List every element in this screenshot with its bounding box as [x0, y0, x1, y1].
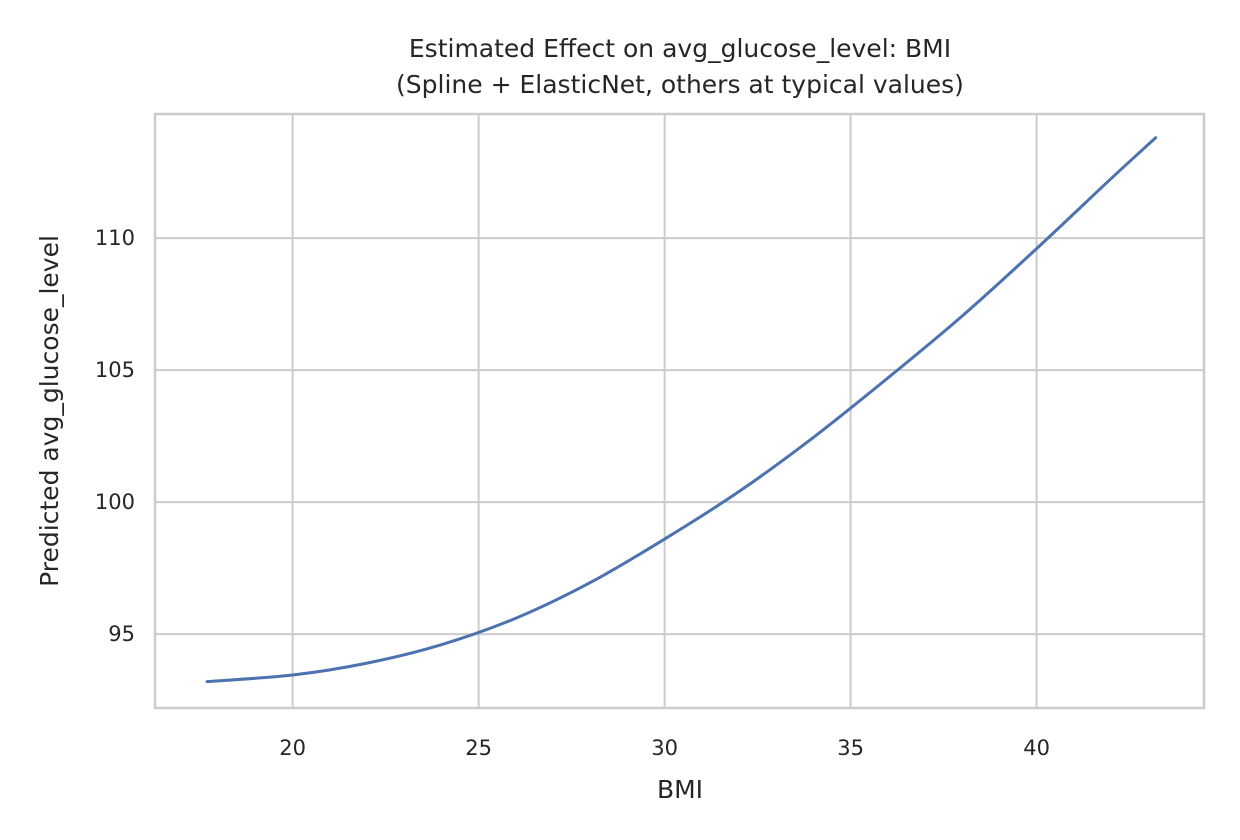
- x-tick-label: 30: [651, 736, 678, 760]
- x-tick-label: 20: [279, 736, 306, 760]
- x-gridlines: [291, 114, 1038, 708]
- y-tick-label: 100: [95, 490, 135, 514]
- y-axis-label: Predicted avg_glucose_level: [35, 235, 64, 587]
- x-tick-labels: 20 25 30 35 40: [279, 736, 1050, 760]
- plot-frame: [153, 112, 1206, 710]
- x-axis-label: BMI: [657, 775, 703, 804]
- y-tick-label: 95: [108, 622, 135, 646]
- x-tick-label: 40: [1023, 736, 1050, 760]
- chart-title: Estimated Effect on avg_glucose_level: B…: [409, 34, 951, 63]
- x-tick-label: 35: [837, 736, 864, 760]
- series-line-0: [205, 136, 1158, 684]
- y-tick-label: 110: [95, 226, 135, 250]
- y-gridlines: [155, 237, 1204, 636]
- x-tick-label: 25: [465, 736, 492, 760]
- y-tick-label: 105: [95, 358, 135, 382]
- chart-subtitle: (Spline + ElasticNet, others at typical …: [396, 70, 964, 99]
- y-tick-labels: 95 100 105 110: [95, 226, 135, 646]
- plot-series: [205, 136, 1158, 684]
